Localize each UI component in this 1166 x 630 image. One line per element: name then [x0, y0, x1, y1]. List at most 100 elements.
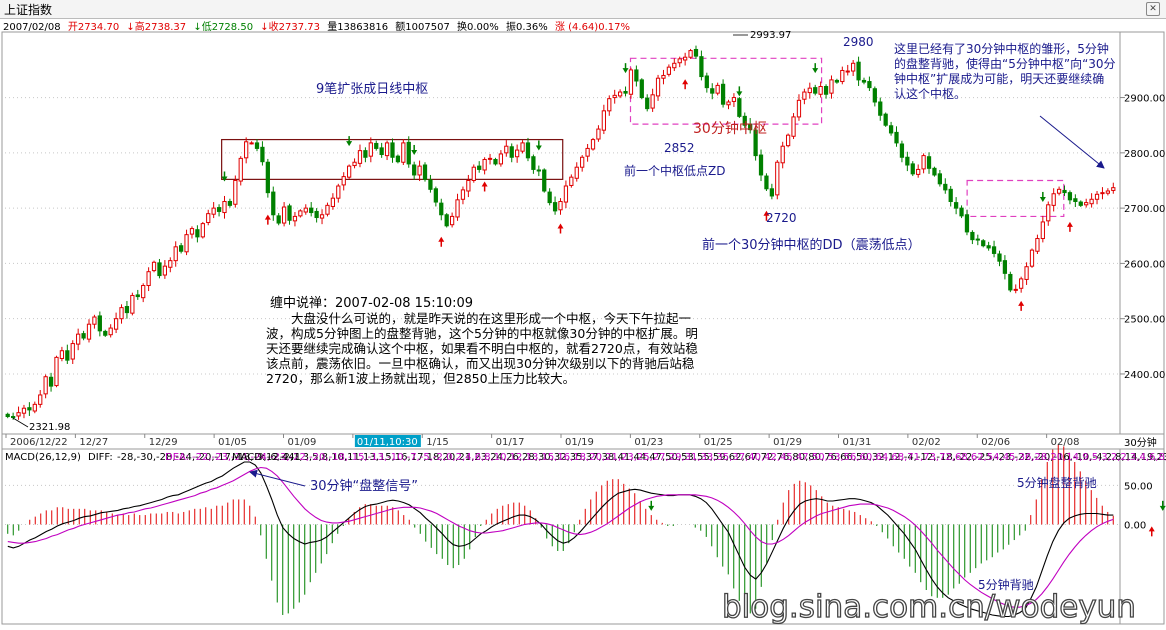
- candle-body: [276, 215, 281, 224]
- candle-body: [422, 164, 428, 180]
- quote-line: 2007/02/08 开2734.70 ↓高2738.37 ↓低2728.50 …: [3, 18, 634, 33]
- candle-body: [834, 79, 840, 83]
- candle-body: [921, 155, 926, 170]
- candle-body: [449, 215, 455, 226]
- candle-body: [184, 234, 189, 253]
- x-tick-label: 01/05: [218, 437, 247, 448]
- candle-body: [617, 91, 623, 97]
- price-y-tick-label: 2400.00: [1124, 370, 1165, 381]
- candle-body: [872, 88, 877, 103]
- candle-body: [688, 50, 693, 58]
- candle-body: [281, 206, 287, 224]
- pivot-30min-label: 30分钟中枢: [693, 120, 767, 137]
- macd-diff-label: DIFF:: [88, 452, 113, 463]
- x-tick-label: 02/08: [1051, 437, 1080, 448]
- macd-5min-bc-label: 5分钟背驰: [978, 577, 1034, 592]
- candle-body: [937, 173, 942, 185]
- candle-body: [959, 207, 964, 217]
- candle-body: [1094, 193, 1100, 200]
- candle-body: [76, 333, 81, 345]
- watermark: blog.sina.com.cn/wodeyun: [722, 589, 1136, 625]
- x-tick-label: 1/15: [426, 437, 448, 448]
- pivot-zone-box: [966, 179, 1065, 218]
- candle-body: [677, 58, 682, 64]
- candle-body: [1089, 198, 1094, 205]
- quote-change-label: 涨: [554, 22, 565, 33]
- macd-macd-value: 12.441: [266, 452, 301, 463]
- candle-body: [298, 210, 303, 217]
- macd-y-tick-label: 0.00: [1124, 520, 1146, 531]
- candle-body: [1056, 188, 1062, 194]
- candle-body: [742, 115, 747, 126]
- candle-body: [5, 413, 10, 418]
- candle-body: [748, 123, 753, 131]
- candle-body: [86, 323, 92, 340]
- interval-label: 30分钟: [1124, 436, 1157, 449]
- candle-body: [195, 229, 200, 238]
- x-tick-label: 01/31: [843, 437, 872, 448]
- candle-body: [905, 156, 910, 166]
- candle-body: [1111, 187, 1116, 191]
- candle-body: [515, 149, 520, 158]
- candle-body: [1040, 221, 1045, 240]
- candle-body: [325, 204, 330, 215]
- candle-body: [758, 154, 764, 176]
- commentary-body: 大盘没什么可说的，就是昨天说的在这里形成一个中枢，今天下午拉起一波，构成5分钟图…: [266, 311, 698, 386]
- candle-body: [661, 74, 666, 79]
- candle-body: [991, 246, 997, 254]
- candle-body: [970, 231, 975, 241]
- price-y-tick-label: 2600.00: [1124, 259, 1165, 270]
- candle-body: [48, 376, 54, 387]
- buy-arrow-head: [682, 79, 689, 85]
- window-title: 上证指数: [4, 3, 53, 17]
- candle-body: [964, 214, 970, 233]
- quote-close-label: 收: [268, 22, 279, 33]
- candle-body: [894, 131, 899, 144]
- candle-body: [477, 165, 482, 170]
- candle-body: [1002, 260, 1008, 274]
- candle-body: [59, 350, 65, 359]
- close-icon[interactable]: ✕: [1146, 2, 1160, 16]
- macd-signal-arrow: [249, 469, 306, 487]
- quote-turnover-value: 0.00%: [467, 22, 499, 33]
- y-axis-frame: [1119, 31, 1165, 435]
- quote-high: ↓高2738.37: [126, 22, 187, 33]
- candle-body: [650, 94, 655, 109]
- candle-body: [287, 205, 292, 221]
- macd-diff-value: -28,-30,-28,-24,-20,-17,-13,-9,-6,-2,1,3…: [117, 452, 1166, 463]
- candle-body: [130, 294, 135, 314]
- candle-body: [785, 134, 791, 147]
- right-note-box: 这里已经有了30分钟中枢的雏形，5分钟的盘整背驰，使得由“5分钟中枢”向“30分…: [894, 42, 1116, 101]
- sell-arrow-head: [622, 68, 629, 74]
- candle-body: [1067, 192, 1073, 201]
- candle-body: [206, 213, 211, 223]
- candle-body: [1100, 192, 1105, 195]
- candle-body: [764, 175, 769, 190]
- candle-body: [926, 156, 932, 169]
- quote-turnover: 换0.00%: [457, 22, 499, 33]
- candle-body: [737, 98, 742, 117]
- candle-body: [38, 394, 43, 405]
- high-price-label: 2993.97: [750, 30, 791, 41]
- candle-body: [666, 66, 672, 75]
- candle-body: [932, 167, 937, 176]
- candle-body: [260, 146, 265, 163]
- x-tick-label-cursor: 01/11,10:30: [357, 437, 418, 448]
- candle-body: [32, 403, 37, 412]
- candle-body: [222, 200, 227, 214]
- sell-arrow-head: [346, 141, 353, 147]
- candle-body: [471, 166, 476, 181]
- candle-body: [672, 62, 677, 69]
- x-tick-label: 01/23: [634, 437, 663, 448]
- candle-body: [135, 294, 140, 298]
- candle-body: [509, 146, 514, 158]
- candle-body: [867, 81, 872, 89]
- candle-body: [536, 169, 541, 172]
- price-y-tick-label: 2900.00: [1124, 94, 1165, 105]
- candle-body: [693, 48, 699, 57]
- candle-body: [444, 214, 449, 227]
- candle-body: [173, 246, 178, 262]
- candle-body: [97, 315, 102, 332]
- candle-body: [796, 99, 802, 118]
